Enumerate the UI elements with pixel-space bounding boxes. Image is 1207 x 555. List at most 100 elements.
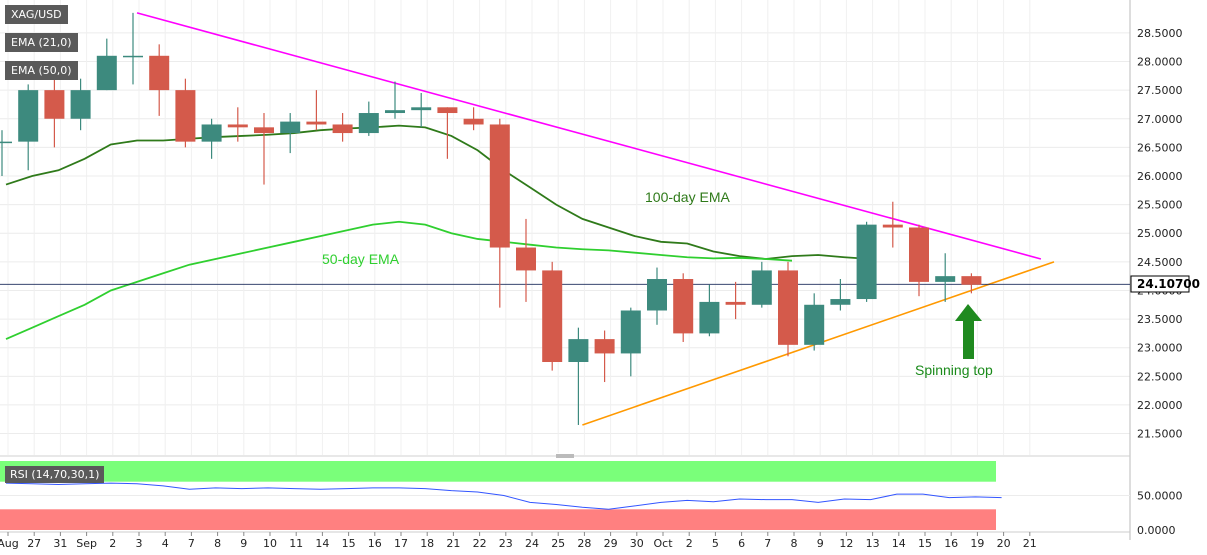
candle-body	[254, 127, 274, 134]
rsi-oversold-zone	[0, 509, 996, 530]
date-tick-label: 2	[109, 537, 116, 550]
price-tick-label: 28.5000	[1137, 27, 1183, 40]
date-tick-label: 16	[368, 537, 382, 550]
date-tick-label: 24	[525, 537, 539, 550]
candle-body	[489, 124, 510, 248]
price-tick-label: 25.0000	[1137, 227, 1183, 240]
candle-body	[568, 339, 589, 363]
date-tick-label: 18	[420, 537, 434, 550]
candle-body	[306, 121, 327, 125]
date-tick-label: 31	[53, 537, 67, 550]
candle-body	[437, 107, 458, 114]
candle-body	[856, 224, 877, 300]
candle-body	[882, 224, 903, 228]
ema21-label: EMA (21,0)	[11, 36, 72, 49]
candle-body	[44, 90, 65, 119]
date-tick-label: 30	[630, 537, 644, 550]
ema50-label: EMA (50,0)	[11, 64, 72, 77]
date-tick-label: 27	[27, 537, 41, 550]
date-tick-label: 5	[712, 537, 719, 550]
candle-body	[18, 90, 39, 142]
date-tick-label: 11	[289, 537, 303, 550]
candle-body	[411, 107, 432, 111]
candle-body	[0, 141, 12, 144]
candle-body	[123, 55, 143, 58]
date-tick-label: 3	[136, 537, 143, 550]
candles	[0, 12, 982, 425]
main-plot-area	[0, 0, 1130, 455]
price-tick-label: 23.0000	[1137, 342, 1183, 355]
date-tick-label: 10	[263, 537, 277, 550]
candle-body	[647, 279, 667, 311]
rsi-panel: 50.0000 0.0000	[0, 461, 1183, 537]
date-tick-label: 29	[604, 537, 618, 550]
up-arrow-icon	[955, 304, 982, 359]
candle-body	[751, 270, 772, 305]
date-tick-label: 20	[997, 537, 1011, 550]
candle-body	[830, 299, 851, 305]
candle-body	[961, 276, 982, 285]
date-tick-label: 2	[686, 537, 693, 550]
candle-body	[804, 304, 825, 345]
candle-body	[620, 310, 641, 354]
date-tick-label: 14	[892, 537, 906, 550]
rsi-tick-label: 50.0000	[1137, 490, 1183, 503]
candle-body	[699, 301, 720, 334]
date-tick-label: 7	[188, 537, 195, 550]
date-tick-label: 21	[1023, 537, 1037, 550]
candle-body	[70, 90, 91, 119]
price-tick-label: 27.0000	[1137, 113, 1183, 126]
price-tick-label: 26.0000	[1137, 170, 1183, 183]
date-tick-label: 12	[839, 537, 853, 550]
price-tick-label: 28.0000	[1137, 56, 1183, 69]
symbol-legend[interactable]: XAG/USD	[5, 5, 68, 24]
date-tick-label: Oct	[653, 537, 673, 550]
candle-body	[594, 339, 615, 354]
candle-body	[542, 270, 563, 363]
date-axis: Aug 27 31 Sep 2 3 4 7 8 9 10 11 14 15 16 17 18 21 22 23 24 25…	[0, 531, 1130, 550]
date-tick-label: 19	[970, 537, 984, 550]
date-tick-label: 7	[764, 537, 771, 550]
candle-body	[227, 124, 248, 128]
price-tick-label: 23.5000	[1137, 313, 1183, 326]
price-tick-label: 21.5000	[1137, 428, 1183, 441]
pane-resize-handle[interactable]	[556, 453, 574, 459]
candle-body	[175, 90, 196, 142]
spinning-top-annotation: Spinning top	[915, 362, 993, 378]
date-tick-label: 14	[315, 537, 329, 550]
candle-body	[673, 279, 694, 334]
grid	[0, 0, 1131, 540]
price-tick-label: 22.5000	[1137, 370, 1183, 383]
ema50-legend[interactable]: EMA (50,0)	[5, 61, 78, 80]
candle-body	[201, 124, 222, 142]
upper-trendline	[136, 12, 1042, 260]
price-axis: 28.5000 28.0000 27.5000 27.0000 26.5000 26.00…	[1137, 27, 1183, 441]
price-tick-label: 24.5000	[1137, 256, 1183, 269]
candle-body	[516, 247, 536, 271]
rsi-legend[interactable]: RSI (14,70,30,1)	[5, 466, 105, 483]
candle-body	[909, 227, 929, 282]
candle-body	[332, 124, 353, 134]
candle-body	[96, 55, 117, 91]
date-tick-label: 25	[551, 537, 565, 550]
price-tick-label: 26.5000	[1137, 141, 1183, 154]
symbol-label: XAG/USD	[11, 8, 62, 21]
candle-body	[725, 301, 746, 305]
date-tick-label: 15	[918, 537, 932, 550]
candle-body	[778, 270, 798, 345]
price-tick-label: 27.5000	[1137, 84, 1183, 97]
rsi-line	[5, 482, 1002, 510]
price-tick-label: 25.5000	[1137, 199, 1183, 212]
ema21-legend[interactable]: EMA (21,0)	[5, 33, 78, 52]
date-tick-label: 4	[162, 537, 169, 550]
rsi-overbought-zone	[0, 461, 996, 482]
date-tick-label: 9	[240, 537, 247, 550]
candle-body	[463, 118, 484, 125]
date-tick-label: 9	[817, 537, 824, 550]
candle-body	[385, 110, 405, 114]
date-tick-label: 17	[394, 537, 408, 550]
ema50-line	[5, 220, 793, 340]
date-tick-label: 16	[944, 537, 958, 550]
candle-body	[358, 113, 379, 134]
